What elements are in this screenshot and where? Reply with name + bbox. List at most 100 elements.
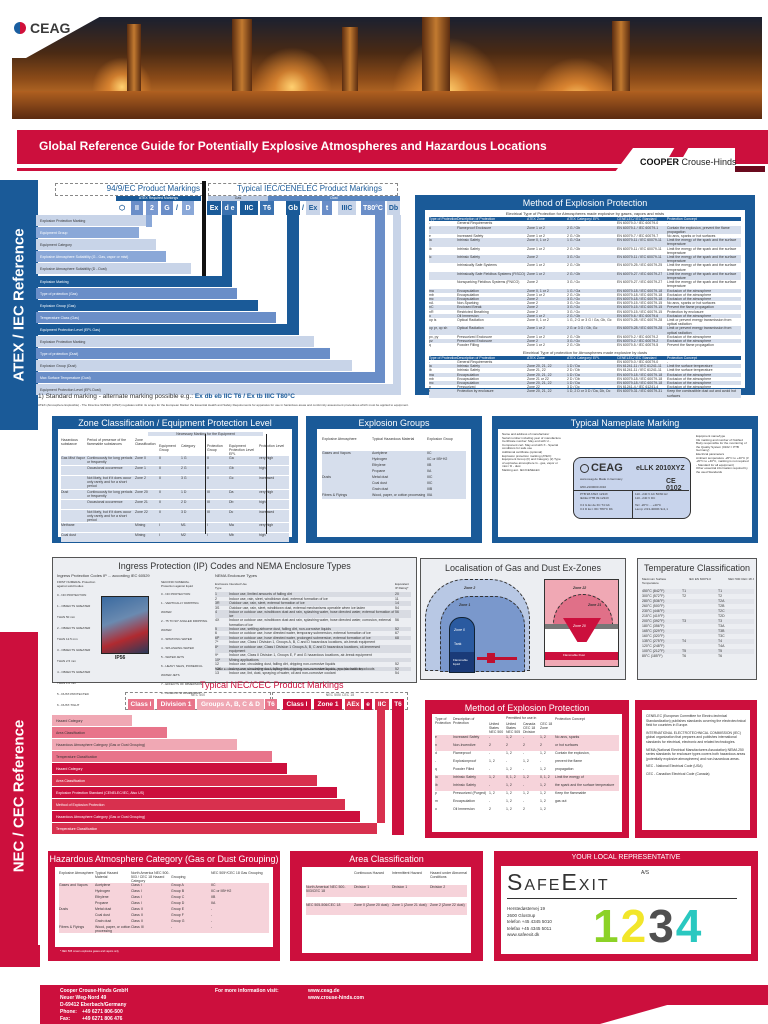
table-row: Fibres & Flyings Wood, paper, or cotton p… [322, 493, 466, 499]
table-row: Occasional occurrence Zone 21 II 2 D III Db hi… [61, 499, 289, 509]
zone-classification-panel: Zone Classification / Equipment Protecti… [52, 416, 298, 543]
table-row: p Pressurized Zone 22 3 D / Dc EN 61241-4 / … [429, 385, 712, 390]
table-row: 12K Indoor use, circulating dust, falling… [215, 666, 411, 672]
table-row: Coal dust Mining I M2 I Mb high [61, 533, 289, 543]
ip-example-photo [101, 596, 149, 654]
table-row: Methane Mining I M1 I Ma very high [61, 523, 289, 533]
table-row: 120°C (248°F) T4A [642, 644, 725, 648]
area-classification-panel: Area Classification Continuous Hazard In… [290, 851, 483, 961]
divider [735, 166, 765, 172]
table-header: Maximum Surface Temperature IEC EN 60079… [642, 577, 754, 586]
code-slash: / [302, 204, 304, 212]
glossary-panel: CENELEC (European Committee for Electro-… [635, 700, 757, 838]
code-type-dust: t [322, 201, 332, 215]
table-row: 135°C (275°F) T4 T4 [642, 639, 754, 644]
iec-markings-header: Typical IEC/CENELEC Product Markings [208, 183, 398, 196]
callouts-left: Name and address of manufacturer Serial n… [502, 432, 562, 473]
divider [205, 434, 206, 534]
nema-rows: 1 Indoor use, limited amounts of falling … [215, 592, 411, 676]
valve-icon [487, 653, 495, 663]
code-ex-dust: Ex [306, 201, 320, 215]
table-row: e Increased Safety -1, 2-1, 2 No arcs, spar… [435, 735, 619, 743]
panel-title: Explosion Groups [358, 418, 430, 428]
table-row: d Flameproof -1, 2-1, 2 Contain the explosi… [435, 751, 590, 755]
link-crouse-hinds[interactable]: www.crouse-hinds.com [308, 995, 364, 1001]
nec-marking-row: Method of Explosion Protection [52, 799, 345, 810]
nec-marking-row: Temperature Classification [52, 751, 272, 762]
table-row: 165°C (329°F) T3B [642, 629, 754, 634]
table-row: 5 Indoor use, settling airborne dust, fal… [215, 626, 411, 632]
table-row: Not likely, but if it does occur only ra… [61, 509, 289, 523]
nec-marking-row: Hazard Category [52, 715, 132, 726]
ex-hexagon-icon: ⬡ [118, 205, 126, 212]
table-row: 200°C (392°F) T3 T3 [642, 619, 754, 624]
marking-row: Explosion Group (Gas) [36, 300, 258, 311]
link-ceag[interactable]: www.ceag.de [308, 988, 340, 994]
footer: Cooper Crouse-Hinds GmbH Neuer Weg-Nord … [40, 985, 768, 1024]
nec-section-tab: NEC / CEC Reference [0, 632, 38, 960]
table-row: 10* Mining applications [215, 657, 411, 663]
ceag-logo: CEAG [14, 20, 70, 36]
temperature-rows: 450°C (842°F) T1 T1 300°C (572°F) T2 T2 280°C … [642, 589, 754, 659]
dust-zone-diagram: Zone 22 Zone 21 Zone 20 Flammable Dust [544, 579, 619, 667]
divider [507, 898, 737, 899]
list-item: Serial number including year of manufact… [502, 435, 561, 440]
area-classification-rows: North America/ NEC 500-503/CEC 18 Divisio… [306, 885, 467, 915]
nec-code: Class I [283, 699, 311, 710]
table-row: t Protection by enclosure Zone 20, 21, 22 1… [429, 389, 741, 398]
glossary-entry: INTERNATIONAL ELECTROTECHNICAL COMMISSIO… [646, 730, 741, 744]
method-nec-rows: e Increased Safety -1, 2-1, 2 No arcs, spar… [435, 735, 619, 815]
atex-section-label: ATEX / IEC Reference [10, 228, 28, 382]
nec-code: Zone 1 [314, 699, 342, 710]
nameplate-panel: Typical Nameplate Marking Name and addre… [492, 416, 758, 543]
glossary-entry: CENELEC (European Committee for Electro-… [646, 714, 746, 728]
code-ex: Ex [207, 201, 221, 215]
panel-title: Typical Nameplate Marking [570, 418, 680, 428]
code-slash: / [176, 204, 178, 212]
list-item: Marking acc. IEC/CENELEC [502, 467, 540, 472]
panel-title: Hazardous Atmosphere Category (Gas or Du… [49, 854, 279, 864]
table-row: Nonsparking Fieldbus Systems (FNICO) Zone… [457, 280, 737, 289]
connector [222, 215, 232, 287]
table-row: 85°C (185°F) T6 T6 [642, 654, 723, 658]
table-row: ia Intrinsic Safety 1, 2 0, 1, 2 1, 2 0, 1, 2… [435, 775, 619, 783]
list-item: Equipment name/type [696, 434, 726, 438]
atex-required-label: ATEX Required Markings [116, 196, 201, 201]
table-row: o Oil Immersion 2 1, 2 2 1, 2 [435, 807, 546, 811]
method-nec-table: Permitted for use in Type of Protection … [432, 714, 622, 832]
table-row: NEC 505-506/CEC 18 Zone 0 (Zone 20 dust) Z… [306, 903, 467, 915]
hazardous-category-table: Explosive Atmosphere Typical Hazard Mate… [55, 867, 273, 947]
table-row: m Encapsulation -1, 2-1, 2 gas out [435, 799, 567, 803]
table-row: 6 Indoor or outdoor use, hose directed wa… [215, 631, 399, 636]
glossary-entry: NEMA (National Electrical Manufacturers … [646, 747, 746, 761]
method-nec-panel: Method of Explosion Protection Permitted… [425, 700, 629, 838]
list-item: Name and address of manufacturer [502, 432, 550, 436]
code-epl-gas: Gb [286, 201, 300, 215]
localisation-panel: Localisation of Gas and Dust Ex-Zones Zo… [420, 558, 626, 680]
panel-title: Ingress Protection (IP) Codes and NEMA E… [118, 561, 351, 571]
table-row: Ethylene Class I Group C IIB [59, 895, 269, 901]
marking-row: Type of protection (Dust) [36, 348, 330, 359]
page-title: Global Reference Guide for Potentially E… [39, 139, 547, 153]
zone-table: Necessary Marking for the Equipment Haza… [58, 429, 292, 543]
table-row: Ethylene IIB [322, 463, 466, 469]
nameplate-diagram: Name and address of manufacturer Serial n… [498, 429, 752, 537]
nec-marking-row: Area Classification [52, 727, 167, 738]
ip-example-code: IP56 [115, 655, 126, 661]
atex-note: ATEX (Atmosphere Explosible) - The Direc… [38, 403, 409, 407]
panel-title: Area Classification [349, 854, 424, 864]
zone-1-area: Zone 1 Zone 0 Tank Flammable liquid [440, 596, 525, 673]
table-row: 260°C (500°F) T2B [642, 604, 725, 608]
list-item: 4 - SPLASHING WATER [161, 646, 194, 650]
representative-card: SafeExit A/S Herstedøstervej 19 2600 Glo… [501, 866, 751, 954]
table-row: Gas Mist Vapor Continuously for long peri… [61, 456, 289, 465]
table-row: Propane IIA [322, 469, 466, 475]
list-item: 1 - OBJECTS GREATER THAN 50 mm [57, 604, 91, 619]
